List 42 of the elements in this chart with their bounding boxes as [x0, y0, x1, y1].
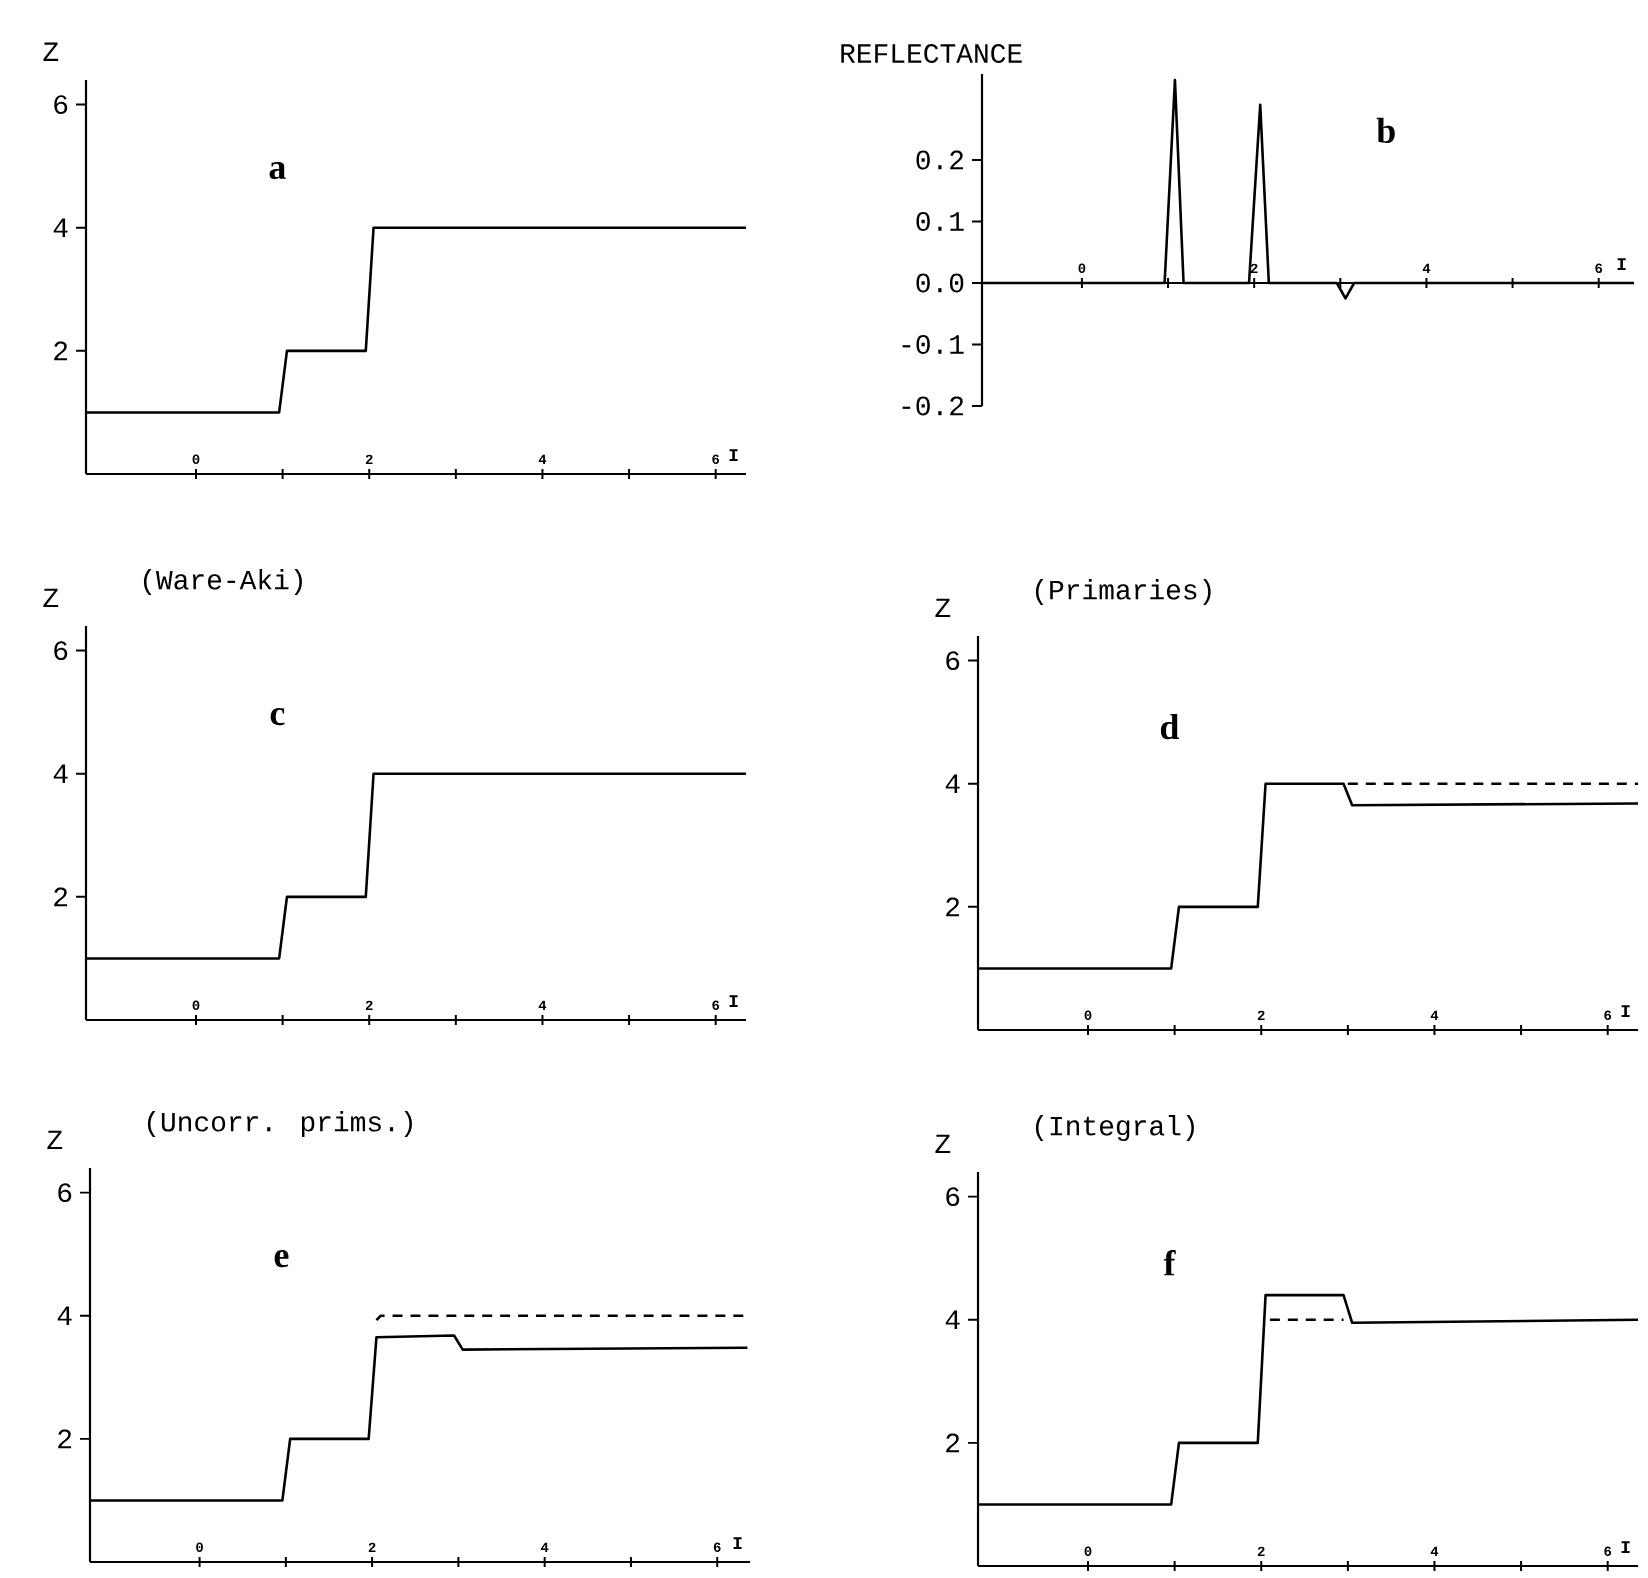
- y-tick-label: 2: [946, 897, 960, 917]
- y-tick-label: 0.2: [916, 150, 964, 170]
- y-tick-label: 0.1: [916, 212, 964, 232]
- chart-title: (Uncorr. prims.): [147, 1111, 412, 1138]
- y-axis-title: Z: [935, 1134, 951, 1154]
- y-tick-label: 4: [945, 774, 960, 793]
- y-tick-label: 4: [53, 218, 68, 237]
- x-axis-title: I: [1621, 1541, 1630, 1553]
- y-tick-label: 2: [946, 1433, 960, 1453]
- y-tick-label: 0.0: [916, 273, 964, 293]
- x-axis-title: I: [1617, 258, 1626, 270]
- y-tick-label: 6: [946, 651, 960, 671]
- chart-title: (Primaries): [1035, 579, 1211, 606]
- y-axis-title: Z: [43, 42, 59, 61]
- chart-title: (Ware-Aki): [143, 569, 302, 596]
- y-axis-title: Z: [43, 588, 59, 607]
- x-axis-title: I: [733, 1537, 742, 1549]
- y-tick-label: 4: [57, 1306, 72, 1325]
- annotation: d: [1160, 713, 1179, 740]
- y-tick-label: 4: [945, 1310, 960, 1329]
- annotation: c: [270, 707, 285, 726]
- y-axis-title: Z: [47, 1130, 63, 1150]
- chart-title: (Integral): [1035, 1115, 1194, 1142]
- y-tick-label: 6: [54, 95, 68, 115]
- y-tick-label: 4: [53, 764, 68, 783]
- y-tick-label: 2: [58, 1429, 72, 1449]
- x-axis-title: I: [729, 449, 738, 461]
- y-axis-title: REFLECTANCE: [841, 44, 1022, 63]
- x-axis-title: I: [1621, 1005, 1630, 1017]
- annotation: b: [1376, 117, 1395, 144]
- annotation: f: [1163, 1250, 1176, 1276]
- y-tick-label: -0.2: [902, 396, 964, 416]
- y-tick-label: 2: [54, 341, 68, 361]
- y-tick-label: 2: [54, 887, 68, 907]
- y-tick-label: 6: [54, 641, 68, 661]
- annotation: a: [269, 162, 286, 180]
- y-tick-label: -0.1: [902, 335, 964, 354]
- annotation: e: [274, 1250, 289, 1268]
- y-tick-label: 6: [946, 1187, 960, 1207]
- x-axis-title: I: [729, 995, 738, 1007]
- y-tick-label: 6: [58, 1183, 72, 1203]
- y-axis-title: Z: [935, 598, 951, 617]
